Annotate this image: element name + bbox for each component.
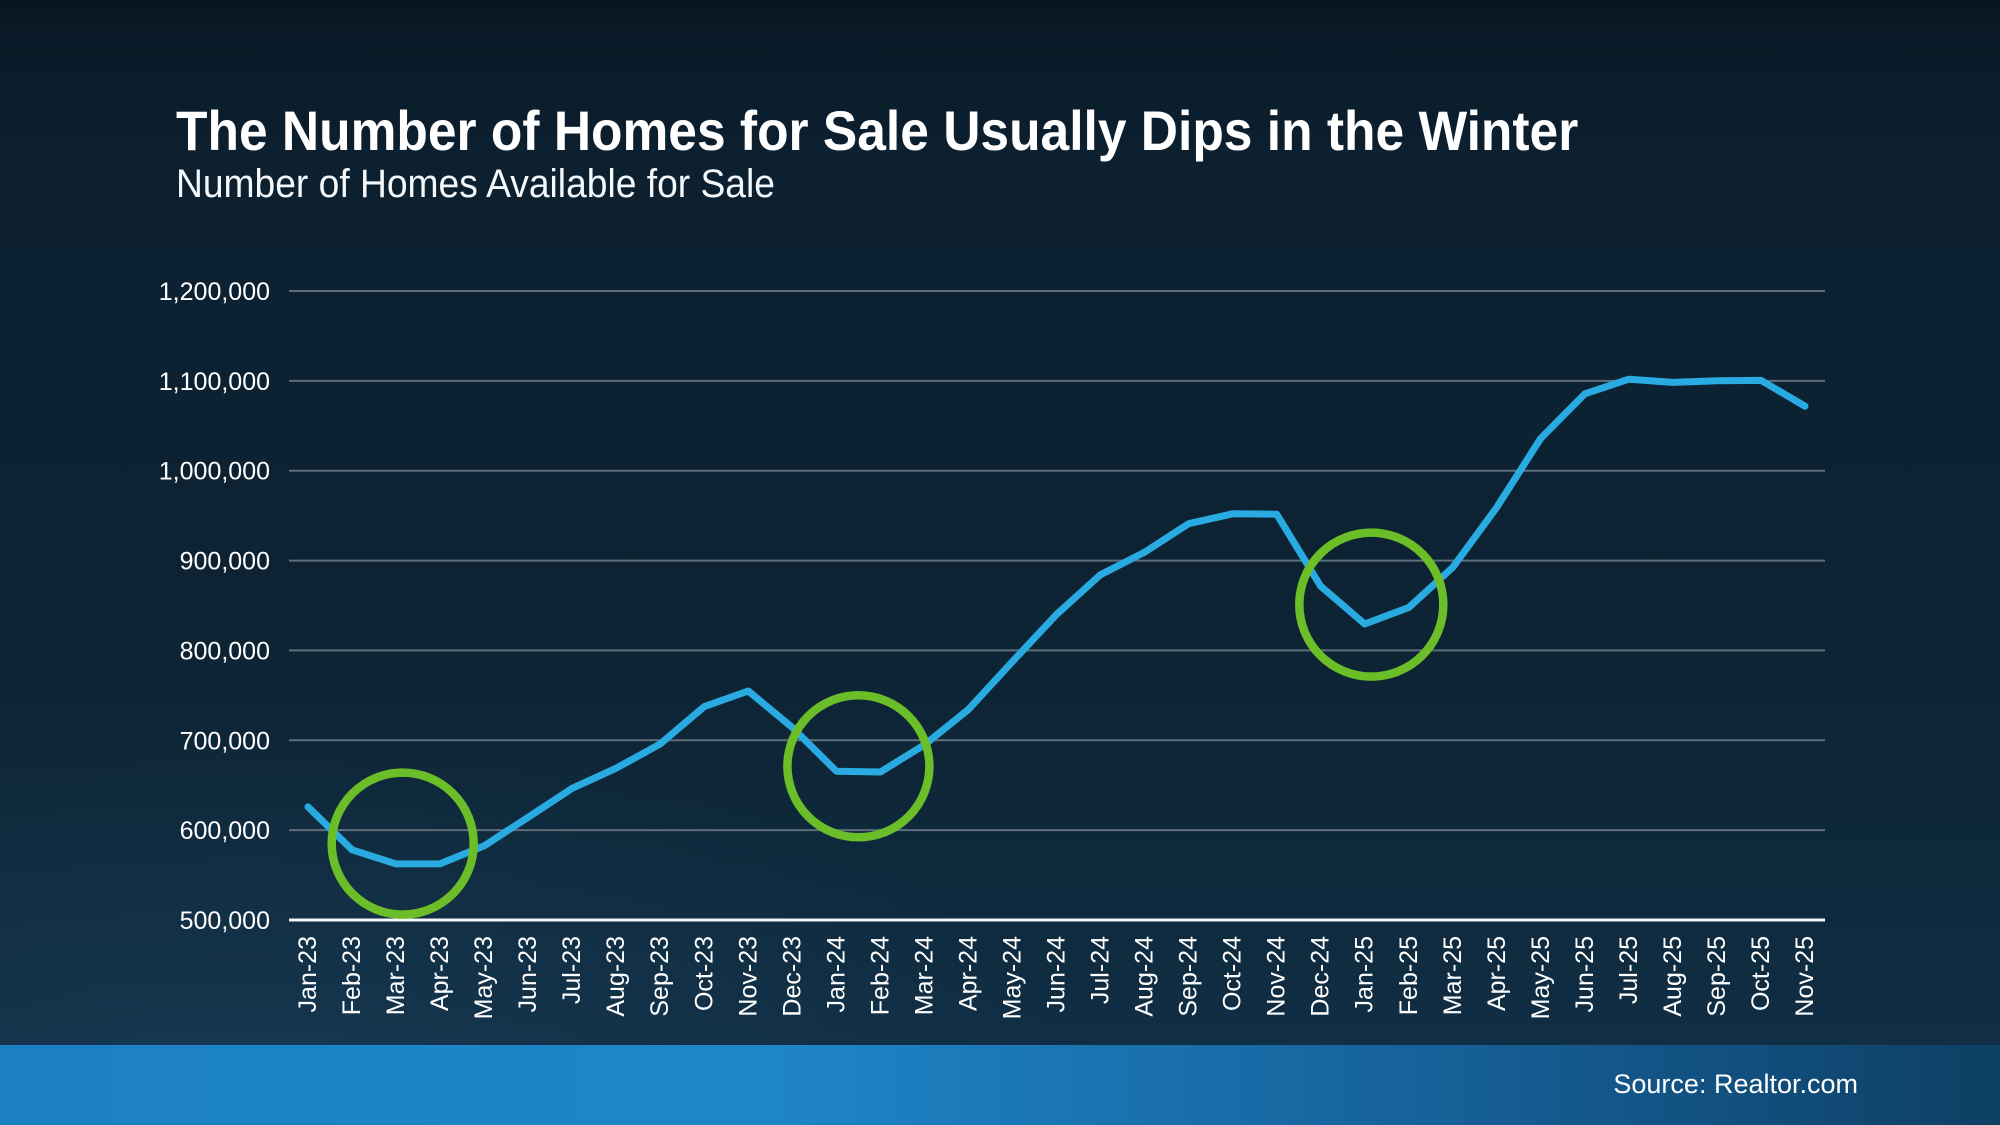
source-attribution: Source: Realtor.com xyxy=(1613,1068,1858,1099)
x-axis-tick-label: Nov-25 xyxy=(1791,936,1819,1017)
x-axis-tick-label: Oct-24 xyxy=(1219,936,1247,1011)
y-axis-tick-label: 1,100,000 xyxy=(159,368,270,396)
y-axis-tick-label: 1,200,000 xyxy=(159,278,270,306)
y-axis-tick-label: 900,000 xyxy=(180,548,270,576)
x-axis-tick-label: Aug-23 xyxy=(602,936,630,1017)
x-axis-tick-label: Jul-24 xyxy=(1087,936,1115,1004)
x-axis-tick-label: Mar-23 xyxy=(382,936,410,1015)
x-axis-tick-label: Jun-24 xyxy=(1043,936,1071,1013)
winter-dip-circle xyxy=(1295,528,1448,681)
winter-dip-circle xyxy=(783,691,934,842)
x-axis-tick-label: Sep-24 xyxy=(1175,936,1203,1017)
x-axis-tick-label: Jul-25 xyxy=(1615,936,1643,1004)
y-axis-tick-label: 700,000 xyxy=(180,727,270,755)
y-axis-tick-label: 800,000 xyxy=(180,637,270,665)
x-axis-tick-label: Nov-24 xyxy=(1263,936,1291,1017)
x-axis-tick-label: Oct-25 xyxy=(1747,936,1775,1011)
x-axis-tick-label: Oct-23 xyxy=(690,936,718,1011)
y-axis-tick-label: 1,000,000 xyxy=(159,458,270,486)
x-axis-tick-label: Feb-23 xyxy=(338,936,366,1015)
x-axis-tick-label: Mar-24 xyxy=(910,936,938,1015)
x-axis-tick-label: Feb-24 xyxy=(866,936,894,1015)
x-axis-tick-label: Sep-25 xyxy=(1703,936,1731,1017)
winter-dip-circle xyxy=(327,768,478,919)
x-axis-tick-label: May-24 xyxy=(998,936,1026,1019)
x-axis-tick-label: May-23 xyxy=(470,936,498,1019)
chart-subtitle: Number of Homes Available for Sale xyxy=(176,162,775,206)
x-axis-tick-label: Aug-24 xyxy=(1131,936,1159,1017)
x-axis-tick-label: Jul-23 xyxy=(558,936,586,1004)
x-axis-tick-label: Nov-23 xyxy=(734,936,762,1017)
x-axis-tick-label: Mar-25 xyxy=(1439,936,1467,1015)
x-axis-tick-label: Jun-23 xyxy=(514,936,542,1012)
x-axis-tick-label: Jan-23 xyxy=(294,936,322,1012)
x-axis-tick-label: Dec-24 xyxy=(1307,936,1335,1017)
x-axis-tick-label: Dec-23 xyxy=(778,936,806,1017)
x-axis-tick-label: Jan-24 xyxy=(822,936,850,1013)
x-axis-tick-label: Apr-23 xyxy=(426,936,454,1011)
y-axis-tick-label: 600,000 xyxy=(180,817,270,845)
x-axis-tick-label: Feb-25 xyxy=(1395,936,1423,1015)
x-axis-tick-label: Apr-25 xyxy=(1483,936,1511,1011)
homes-available-line xyxy=(304,375,1809,868)
footer-accent-bar: Source: Realtor.com xyxy=(0,1045,2000,1125)
y-axis-tick-label: 500,000 xyxy=(180,907,270,935)
x-axis-tick-label: May-25 xyxy=(1527,936,1555,1019)
x-axis-tick-label: Jun-25 xyxy=(1571,936,1599,1012)
x-axis-tick-label: Apr-24 xyxy=(954,936,982,1011)
page-title: The Number of Homes for Sale Usually Dip… xyxy=(176,99,1579,162)
x-axis-tick-label: Jan-25 xyxy=(1351,936,1379,1012)
x-axis-tick-label: Aug-25 xyxy=(1659,936,1687,1017)
x-axis-tick-label: Sep-23 xyxy=(646,936,674,1017)
